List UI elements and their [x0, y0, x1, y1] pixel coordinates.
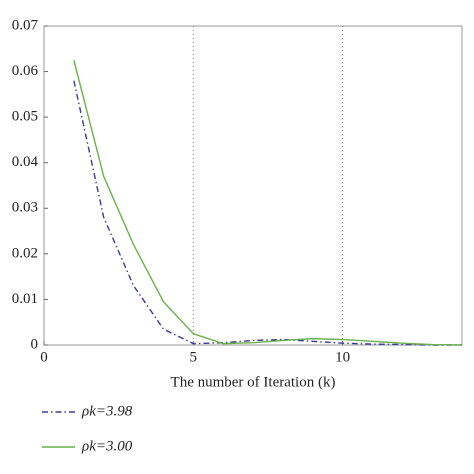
y-tick-label: 0.01 — [12, 291, 38, 307]
plot-frame — [43, 25, 463, 346]
y-tick-label: 0.02 — [12, 245, 38, 261]
y-tick-label: 0.03 — [12, 200, 38, 216]
x-tick-label: 10 — [335, 349, 350, 365]
y-tick-label: 0.07 — [12, 17, 39, 33]
y-tick-label: 0.06 — [12, 63, 39, 79]
y-tick-label: 0.05 — [12, 109, 38, 125]
series-line — [73, 60, 463, 346]
y-tick-label: 0 — [31, 336, 39, 352]
legend-label: ρk=3.98 — [81, 403, 133, 419]
x-axis-label: The number of Iteration (k) — [171, 374, 336, 390]
x-tick-label: 0 — [40, 349, 48, 365]
series-line — [73, 80, 462, 346]
y-tick-label: 0.04 — [12, 154, 39, 170]
legend-label: ρk=3.00 — [81, 438, 133, 454]
x-tick-label: 5 — [190, 349, 198, 365]
